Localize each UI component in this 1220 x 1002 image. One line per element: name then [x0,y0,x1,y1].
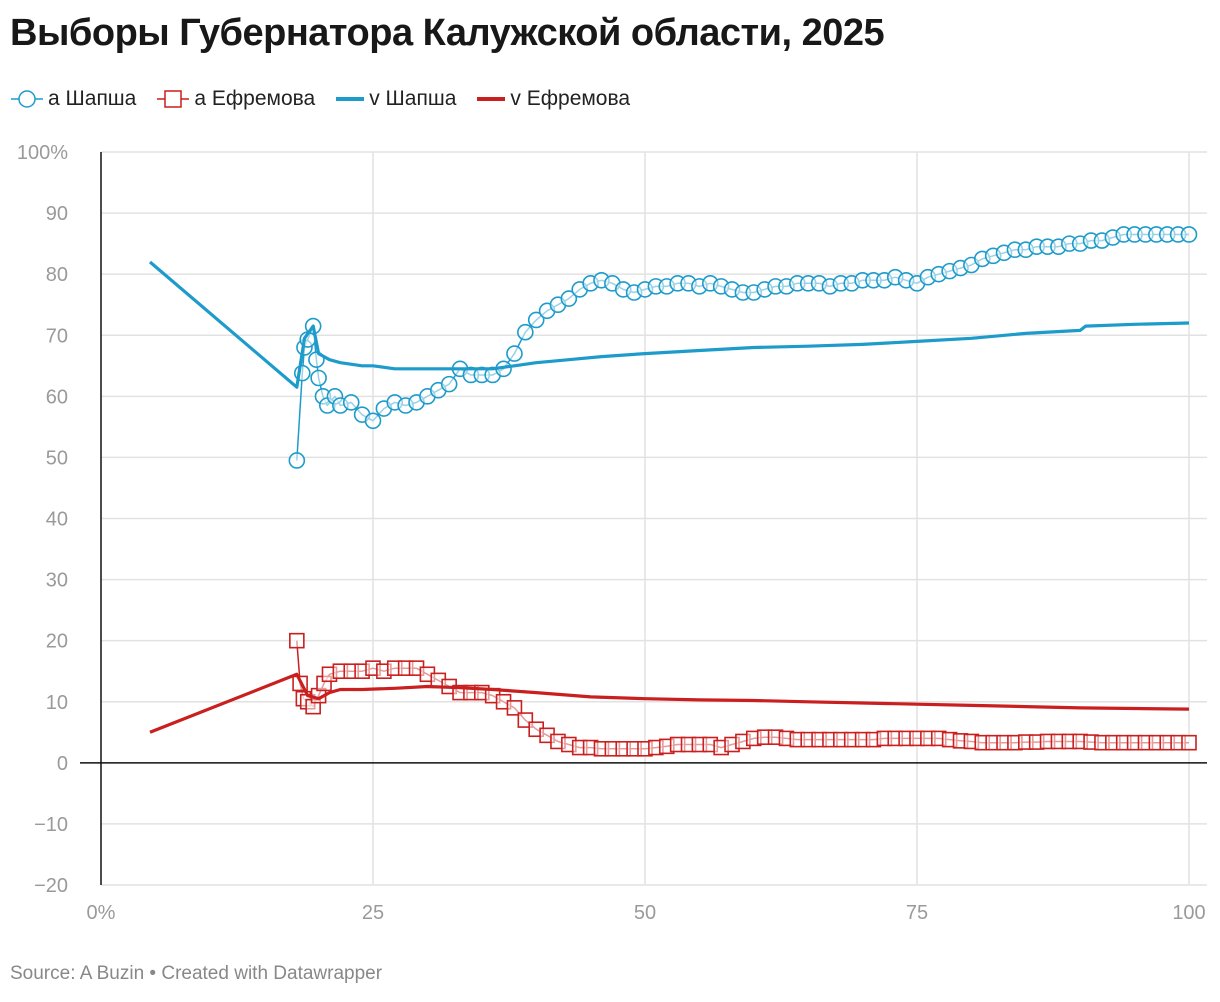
data-point-circle [1180,226,1198,243]
y-tick-label: 60 [46,386,68,408]
x-tick-label: 100 [1172,902,1205,924]
source-credit: Source: A Buzin • Created with Datawrapp… [10,963,383,984]
series-line [148,260,1190,389]
data-point-circle [506,345,523,362]
data-point-circle [440,375,458,393]
data-point-circle [310,369,327,387]
x-tick-label: 50 [634,902,656,924]
y-tick-label: 70 [46,325,68,347]
y-tick-label: 10 [46,692,68,714]
series [148,226,1198,757]
data-point-circle [364,412,382,430]
data-point-circle [517,323,534,341]
legend-label-a-shapsha: a Шапша [48,87,137,110]
y-tick-label: 20 [46,631,68,653]
legend-item-v-shapsha: v Шапша [335,87,456,111]
data-point-square [506,700,523,716]
series-line [149,672,1190,734]
x-tick-label: 25 [362,902,384,924]
page-title: Выборы Губернатора Калужской области, 20… [10,12,885,54]
series-v-shapsha [148,260,1190,389]
legend-label-v-efremova: v Ефремова [510,87,631,110]
y-tick-label: 50 [46,447,68,469]
x-tick-label: 0% [87,902,116,924]
square-marker-icon [157,90,190,108]
series-v-efremova [149,672,1190,734]
data-point-square [1181,734,1197,751]
y-tick-label: 80 [46,264,68,286]
data-point-square [289,632,305,649]
legend-item-v-efremova: v Ефремова [476,87,630,111]
legend-label-v-shapsha: v Шапша [369,87,457,110]
y-tick-label: 30 [46,570,68,592]
series-line [296,640,1189,750]
y-tick-label: 40 [46,509,68,531]
line-swatch-icon [336,97,365,101]
data-point-circle [527,311,545,329]
y-tick-label: 0 [57,753,68,775]
axes [80,152,1207,885]
chart-legend: a Шапша a Ефремова v Шапша v Ефремова [10,87,650,111]
circle-marker-icon [11,90,43,108]
series-a-shapsha [288,226,1198,469]
legend-item-a-efremova: a Ефремова [156,87,315,111]
data-point-circle [560,290,578,307]
data-point-circle [342,394,360,411]
data-point-circle [288,452,306,469]
y-tick-label: −20 [34,875,68,897]
legend-label-a-efremova: a Ефремова [194,87,316,110]
x-tick-label: 75 [906,902,928,924]
legend-item-a-shapsha: a Шапша [10,87,136,111]
y-tick-label: −10 [34,814,68,836]
grid [101,151,1207,886]
series-a-efremova [289,632,1197,757]
line-swatch-icon [477,97,506,101]
y-tick-label: 90 [46,203,68,225]
y-tick-label: 100% [17,142,68,164]
